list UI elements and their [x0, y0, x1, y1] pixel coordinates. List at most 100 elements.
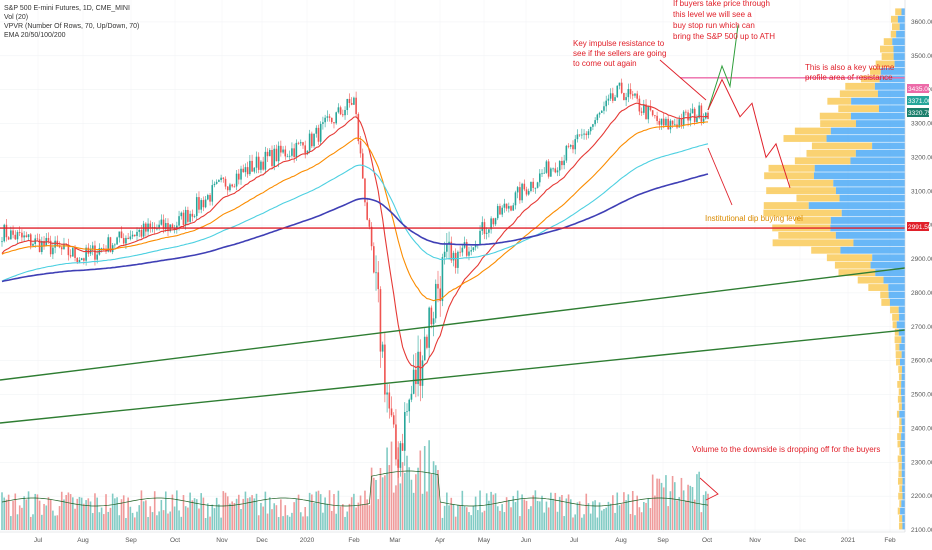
candle-body	[461, 247, 464, 253]
volume-profile-down	[870, 68, 881, 75]
candle-body	[523, 183, 526, 190]
candle-body	[574, 139, 577, 150]
volume-profile-up	[893, 45, 905, 53]
volume-bar	[145, 500, 147, 530]
annotation-volume-profile-line-2: profile area of resistance	[805, 73, 893, 82]
volume-bar	[47, 497, 50, 530]
candle-body	[315, 127, 318, 134]
volume-bar	[109, 507, 112, 530]
volume-bar	[202, 497, 205, 530]
volume-bar	[576, 502, 579, 530]
volume-bar	[392, 492, 395, 530]
volume-bar	[54, 515, 56, 530]
volume-profile-up	[901, 470, 905, 478]
candle-body	[326, 116, 329, 118]
volume-bar	[620, 504, 623, 530]
volume-profile-down	[899, 515, 903, 522]
candle-body	[85, 247, 87, 261]
candle-body	[322, 122, 324, 124]
volume-bar	[707, 493, 709, 530]
volume-profile-down	[897, 440, 901, 448]
volume-bar	[645, 502, 647, 530]
volume-profile-down	[897, 395, 902, 403]
candle-body	[620, 82, 623, 93]
volume-profile-down	[883, 38, 893, 46]
candle-body	[373, 246, 375, 273]
volume-bar	[65, 495, 67, 530]
legend-volume: Vol (20)	[4, 14, 29, 21]
candle-body	[408, 399, 411, 412]
candle-body	[441, 257, 444, 302]
candle-body	[10, 230, 12, 240]
volume-bar	[266, 513, 269, 530]
volume-bar	[406, 455, 408, 530]
candle-body	[379, 289, 382, 352]
candle-body	[67, 244, 70, 256]
volume-bar	[521, 494, 523, 530]
volume-bar	[434, 465, 437, 530]
candle-body	[645, 104, 647, 120]
volume-profile-up	[899, 313, 905, 321]
volume-pointer	[699, 477, 719, 501]
volume-profile-up	[901, 418, 905, 426]
volume-bar	[649, 508, 652, 530]
candle-body	[430, 307, 433, 325]
candle-body	[707, 112, 709, 119]
volume-profile-up	[900, 440, 905, 448]
annotation-impulse-line-3: to come out again	[573, 59, 637, 68]
volume-bar	[680, 477, 683, 530]
candle-body	[87, 247, 90, 254]
volume-profile-down	[898, 425, 903, 433]
candle-body	[556, 170, 559, 173]
candle-body	[353, 97, 355, 105]
volume-profile-up	[901, 336, 905, 344]
candle-body	[439, 288, 442, 302]
volume-bar	[499, 510, 501, 530]
candle-body	[662, 118, 665, 126]
volume-bar	[12, 500, 14, 530]
x-tick-label: Sep	[657, 537, 669, 544]
candle-body	[406, 411, 408, 413]
candle-body	[434, 283, 437, 319]
volume-bar	[18, 505, 21, 530]
volume-bar	[344, 516, 346, 530]
candle-body	[623, 92, 625, 101]
volume-bar	[138, 505, 141, 530]
candle-body	[465, 242, 468, 256]
x-tick-label: Mar	[389, 537, 401, 544]
volume-profile-down	[845, 82, 875, 90]
volume-bar	[98, 512, 101, 530]
candle-body	[297, 142, 300, 144]
volume-profile-down	[881, 299, 890, 306]
volume-profile-up	[814, 164, 905, 172]
volume-profile-down	[868, 284, 889, 291]
x-tick-label: Feb	[348, 537, 360, 544]
candle-body	[299, 142, 302, 144]
candle-body	[627, 89, 630, 98]
candle-body	[618, 82, 621, 86]
annotation-impulse-line-2: see if the sellers are going	[573, 49, 666, 58]
volume-bar	[665, 475, 667, 530]
candle-body	[257, 156, 260, 170]
volume-bar	[503, 512, 506, 530]
volume-profile-down	[834, 261, 871, 269]
volume-profile-down	[897, 507, 901, 515]
volume-bar	[147, 517, 149, 530]
candle-body	[417, 351, 419, 385]
candle-body	[233, 186, 236, 188]
candle-body	[454, 252, 457, 268]
volume-bar	[361, 504, 364, 530]
candle-body	[496, 206, 499, 219]
volume-bar	[439, 502, 442, 530]
candle-body	[171, 224, 174, 229]
volume-bar	[494, 493, 497, 530]
candle-body	[29, 234, 32, 246]
volume-bar	[189, 492, 191, 530]
x-tick-label: Aug	[77, 537, 89, 544]
candle-body	[295, 142, 298, 158]
candle-body	[368, 219, 371, 227]
volume-bar	[384, 475, 386, 530]
candle-body	[468, 251, 470, 256]
